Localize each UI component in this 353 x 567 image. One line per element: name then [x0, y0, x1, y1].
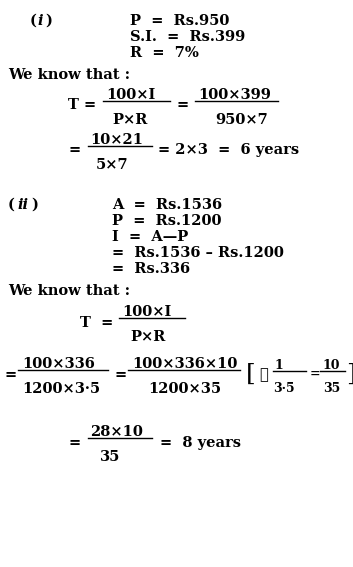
Text: =: =	[68, 436, 80, 450]
Text: =  Rs.336: = Rs.336	[112, 262, 190, 276]
Text: 28×10: 28×10	[90, 425, 143, 439]
Text: 35: 35	[100, 450, 120, 464]
Text: 100×336×10: 100×336×10	[132, 357, 237, 371]
Text: (: (	[8, 198, 15, 212]
Text: 1: 1	[275, 359, 284, 372]
Text: I  =  A—P: I = A—P	[112, 230, 188, 244]
Text: ∴: ∴	[259, 368, 268, 382]
Text: =: =	[177, 98, 189, 112]
Text: T =: T =	[68, 98, 96, 112]
Text: P×R: P×R	[112, 113, 147, 127]
Text: (: (	[30, 14, 37, 28]
Text: 5×7: 5×7	[96, 158, 128, 172]
Text: 100×336: 100×336	[22, 357, 95, 371]
Text: ii: ii	[17, 198, 28, 212]
Text: =: =	[115, 368, 127, 382]
Text: 100×399: 100×399	[198, 88, 271, 102]
Text: =  8 years: = 8 years	[160, 436, 241, 450]
Text: =: =	[310, 368, 321, 381]
Text: =  Rs.1536 – Rs.1200: = Rs.1536 – Rs.1200	[112, 246, 284, 260]
Text: [: [	[246, 363, 256, 386]
Text: P  =  Rs.950: P = Rs.950	[130, 14, 229, 28]
Text: 10: 10	[322, 359, 340, 372]
Text: T  =: T =	[80, 316, 113, 330]
Text: 1200×35: 1200×35	[148, 382, 221, 396]
Text: R  =  7%: R = 7%	[130, 46, 199, 60]
Text: ): )	[31, 198, 38, 212]
Text: 100×I: 100×I	[122, 305, 171, 319]
Text: A  =  Rs.1536: A = Rs.1536	[112, 198, 222, 212]
Text: 3·5: 3·5	[273, 382, 295, 395]
Text: We know that :: We know that :	[8, 68, 130, 82]
Text: P  =  Rs.1200: P = Rs.1200	[112, 214, 221, 228]
Text: We know that :: We know that :	[8, 284, 130, 298]
Text: =: =	[68, 143, 80, 157]
Text: 950×7: 950×7	[215, 113, 268, 127]
Text: 10×21: 10×21	[90, 133, 143, 147]
Text: = 2×3  =  6 years: = 2×3 = 6 years	[158, 143, 299, 157]
Text: P×R: P×R	[130, 330, 165, 344]
Text: S.I.  =  Rs.399: S.I. = Rs.399	[130, 30, 245, 44]
Text: ): )	[45, 14, 52, 28]
Text: 35: 35	[323, 382, 340, 395]
Text: =: =	[5, 368, 17, 382]
Text: i: i	[38, 14, 43, 28]
Text: ]: ]	[346, 363, 353, 386]
Text: 1200×3·5: 1200×3·5	[22, 382, 100, 396]
Text: 100×I: 100×I	[106, 88, 155, 102]
